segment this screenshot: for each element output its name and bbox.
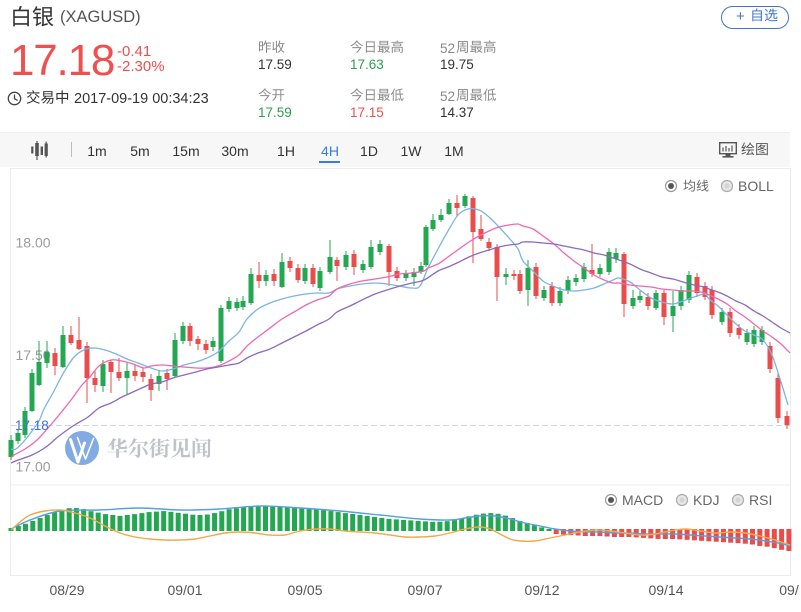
svg-text:BOLL: BOLL (738, 178, 774, 194)
svg-text:MACD: MACD (622, 492, 663, 508)
svg-text:KDJ: KDJ (693, 492, 719, 508)
svg-text:18.00: 18.00 (16, 235, 51, 251)
svg-text:09/: 09/ (779, 582, 799, 598)
svg-text:09/07: 09/07 (407, 582, 442, 598)
svg-text:08/29: 08/29 (49, 582, 84, 598)
svg-text:17.00: 17.00 (16, 459, 51, 475)
svg-text:17.18: 17.18 (15, 418, 49, 433)
svg-text:17.50: 17.50 (16, 347, 51, 363)
svg-text:09/01: 09/01 (167, 582, 202, 598)
svg-text:09/12: 09/12 (524, 582, 559, 598)
svg-text:09/05: 09/05 (287, 582, 322, 598)
svg-text:09/14: 09/14 (648, 582, 683, 598)
svg-text:RSI: RSI (749, 492, 772, 508)
